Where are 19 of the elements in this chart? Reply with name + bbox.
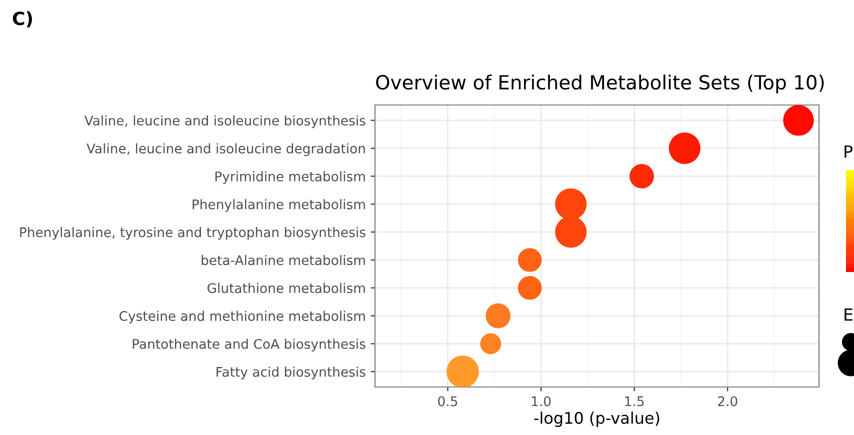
y-tick-label: Valine, leucine and isoleucine biosynthesis bbox=[84, 115, 366, 128]
x-tick-label: 0.5 bbox=[438, 396, 458, 406]
chart-title: Overview of Enriched Metabolite Sets (Top 10) bbox=[376, 74, 824, 94]
x-tick-label: 1.0 bbox=[532, 396, 551, 406]
x-tick-label: 1.5 bbox=[625, 396, 644, 406]
y-tick-label: beta-Alanine metabolism bbox=[202, 254, 365, 266]
y-tick-label: Valine, leucine and isoleucine degradation bbox=[86, 143, 365, 156]
y-tick-label: Pantothenate and CoA biosynthesis bbox=[132, 338, 366, 352]
color-bar-title: P bbox=[844, 145, 852, 158]
x-tick-label: 2.0 bbox=[718, 396, 738, 406]
text: C) bbox=[12, 11, 32, 28]
legend-title: E bbox=[844, 308, 852, 321]
x-axis-title: -log10 (p-value) bbox=[534, 412, 660, 428]
y-tick-label: Pyrimidine metabolism bbox=[215, 171, 365, 184]
y-tick-label: Phenylalanine metabolism bbox=[192, 199, 365, 212]
y-tick-label: Cysteine and methionine metabolism bbox=[119, 310, 365, 324]
y-tick-label: Glutathione metabolism bbox=[208, 282, 365, 294]
y-tick-label: Fatty acid biosynthesis bbox=[216, 366, 366, 380]
y-tick-label: Phenylalanine, tyrosine and tryptophan biosynthesis bbox=[20, 227, 366, 240]
